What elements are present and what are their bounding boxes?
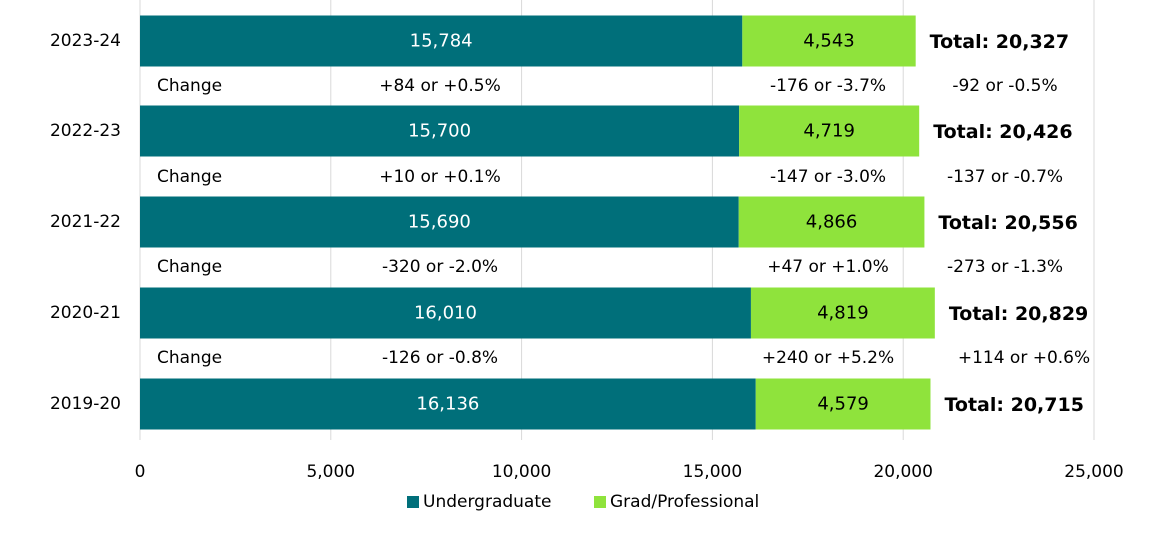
bar-grad-professional-2	[738, 196, 925, 248]
legend-label-undergraduate: Undergraduate	[423, 492, 551, 512]
legend-label-grad-professional: Grad/Professional	[610, 492, 759, 512]
category-label-3: 2020-21	[50, 303, 121, 323]
change-label-0: Change	[157, 76, 222, 96]
x-tick-label-3: 15,000	[683, 462, 742, 482]
x-tick-label-2: 10,000	[492, 462, 551, 482]
change-label-2: Change	[157, 257, 222, 277]
change-undergraduate-3: -126 or -0.8%	[382, 348, 498, 368]
change-total-0: -92 or -0.5%	[952, 76, 1057, 96]
legend-swatch-grad-professional	[594, 496, 606, 508]
x-tick-label-1: 5,000	[306, 462, 355, 482]
bar-grad-professional-0	[742, 15, 916, 67]
change-grad-1: -147 or -3.0%	[770, 167, 886, 187]
data-label-undergraduate-4: 16,136	[416, 394, 479, 415]
change-total-3: +114 or +0.6%	[958, 348, 1090, 368]
x-tick-label-5: 25,000	[1064, 462, 1123, 482]
change-undergraduate-0: +84 or +0.5%	[379, 76, 501, 96]
data-label-grad-professional-3: 4,819	[817, 303, 869, 324]
change-undergraduate-2: -320 or -2.0%	[382, 257, 498, 277]
bar-grad-professional-3	[750, 287, 935, 339]
total-label-3: Total: 20,829	[949, 303, 1088, 325]
data-label-undergraduate-3: 16,010	[414, 303, 477, 324]
bar-undergraduate-1	[140, 105, 740, 157]
x-tick-label-0: 0	[135, 462, 146, 482]
total-label-1: Total: 20,426	[933, 121, 1072, 143]
data-label-grad-professional-1: 4,719	[803, 121, 855, 142]
data-label-grad-professional-0: 4,543	[803, 31, 855, 52]
category-label-1: 2022-23	[50, 121, 121, 141]
category-label-4: 2019-20	[50, 394, 121, 414]
change-total-2: -273 or -1.3%	[947, 257, 1063, 277]
data-label-undergraduate-2: 15,690	[408, 212, 471, 233]
data-label-grad-professional-4: 4,579	[817, 394, 869, 415]
x-tick-label-4: 20,000	[873, 462, 932, 482]
data-label-undergraduate-1: 15,700	[408, 121, 471, 142]
data-label-undergraduate-0: 15,784	[410, 31, 473, 52]
change-grad-2: +47 or +1.0%	[767, 257, 889, 277]
bar-undergraduate-0	[140, 15, 743, 67]
total-label-2: Total: 20,556	[938, 212, 1077, 234]
change-grad-0: -176 or -3.7%	[770, 76, 886, 96]
category-label-2: 2021-22	[50, 212, 121, 232]
bar-undergraduate-4	[140, 378, 756, 430]
total-label-0: Total: 20,327	[930, 31, 1069, 53]
bar-grad-professional-1	[739, 105, 920, 157]
category-label-0: 2023-24	[50, 31, 121, 51]
total-label-4: Total: 20,715	[944, 394, 1083, 416]
bar-undergraduate-3	[140, 287, 751, 339]
change-grad-3: +240 or +5.2%	[762, 348, 894, 368]
change-undergraduate-1: +10 or +0.1%	[379, 167, 501, 187]
data-label-grad-professional-2: 4,866	[806, 212, 858, 233]
change-label-1: Change	[157, 167, 222, 187]
legend-swatch-undergraduate	[407, 496, 419, 508]
bar-undergraduate-2	[140, 196, 739, 248]
bar-grad-professional-4	[755, 378, 931, 430]
change-label-3: Change	[157, 348, 222, 368]
change-total-1: -137 or -0.7%	[947, 167, 1063, 187]
